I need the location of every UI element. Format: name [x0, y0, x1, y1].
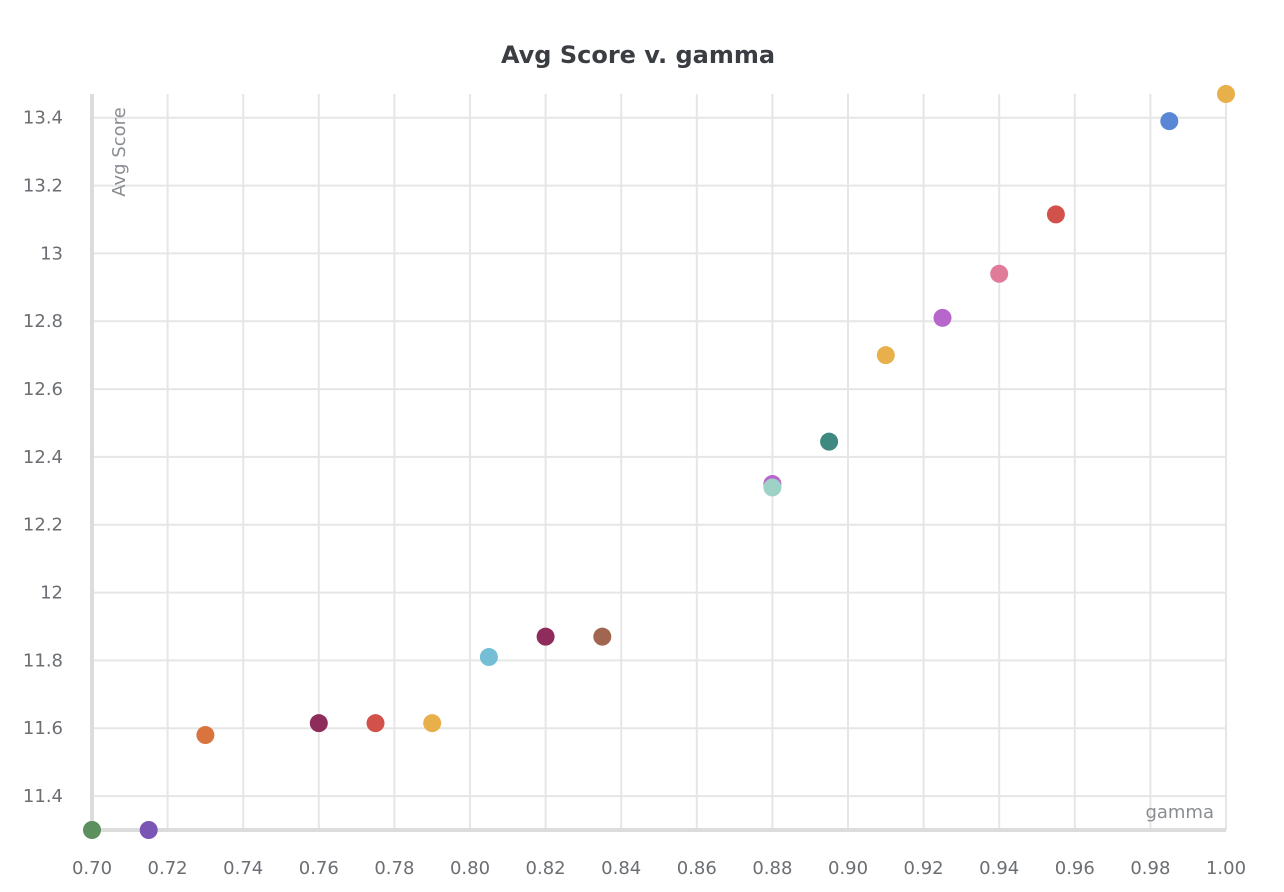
data-points	[83, 85, 1235, 839]
x-tick-label: 0.96	[1055, 858, 1095, 879]
x-tick-label: 0.70	[72, 858, 112, 879]
x-tick-label: 0.86	[677, 858, 717, 879]
y-tick-label: 12.6	[23, 379, 63, 400]
x-tick-label: 0.92	[904, 858, 944, 879]
data-point[interactable]	[83, 821, 101, 839]
x-tick-label: 0.78	[374, 858, 414, 879]
x-tick-label: 0.98	[1130, 858, 1170, 879]
data-point[interactable]	[1046, 205, 1065, 224]
data-point[interactable]	[876, 346, 895, 365]
x-tick-label: 0.90	[828, 858, 868, 879]
data-point[interactable]	[933, 308, 952, 327]
data-point[interactable]	[309, 714, 328, 733]
y-tick-label: 11.8	[23, 650, 63, 671]
x-tick-label: 0.80	[450, 858, 490, 879]
x-tick-label: 0.88	[752, 858, 792, 879]
x-tick-label: 0.72	[148, 858, 188, 879]
x-tick-label: 0.82	[526, 858, 566, 879]
x-tick-label: 0.94	[979, 858, 1019, 879]
y-tick-label: 11.6	[23, 718, 63, 739]
data-point[interactable]	[423, 714, 442, 733]
y-tick-label: 11.4	[23, 786, 63, 807]
y-axis-label: Avg Score	[109, 107, 130, 196]
data-point[interactable]	[1217, 85, 1235, 103]
x-tick-label: 0.74	[223, 858, 263, 879]
data-point[interactable]	[366, 714, 385, 733]
data-point[interactable]	[1160, 112, 1179, 131]
y-tick-label: 13.2	[23, 176, 63, 197]
x-tick-label: 1.00	[1206, 858, 1246, 879]
data-point[interactable]	[763, 478, 782, 497]
x-axis-label: gamma	[1145, 802, 1214, 823]
y-tick-label: 12.8	[23, 311, 63, 332]
y-tick-label: 12.2	[23, 515, 63, 536]
x-tick-label: 0.84	[601, 858, 641, 879]
axes	[90, 94, 1226, 832]
data-point[interactable]	[139, 821, 158, 839]
y-tick-label: 13.4	[23, 108, 63, 129]
y-tick-label: 12	[40, 583, 63, 604]
data-point[interactable]	[990, 264, 1009, 283]
y-tick-label: 13	[40, 243, 63, 264]
tick-labels: 0.70 0.72 0.74 0.76 0.78 0.80 0.82 0.84 0.86 0.88…	[23, 108, 1246, 879]
data-point[interactable]	[820, 432, 839, 451]
y-tick-label: 12.4	[23, 447, 63, 468]
x-tick-label: 0.76	[299, 858, 339, 879]
chart-title: Avg Score v. gamma	[501, 41, 775, 69]
data-point[interactable]	[196, 726, 215, 745]
data-point[interactable]	[536, 627, 555, 646]
data-point[interactable]	[479, 648, 498, 667]
data-point[interactable]	[593, 627, 612, 646]
grid	[92, 94, 1227, 830]
